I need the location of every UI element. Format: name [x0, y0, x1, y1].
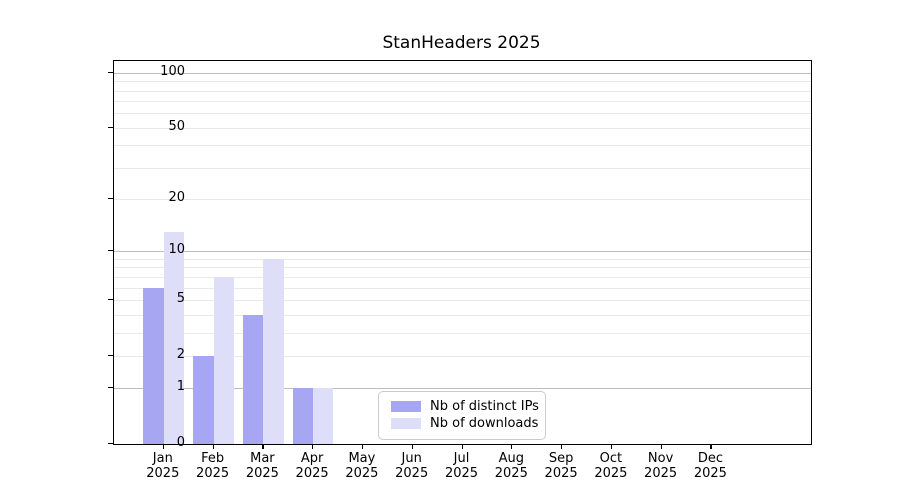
gridline-3 — [114, 332, 811, 334]
gridline-90 — [114, 81, 811, 83]
gridline-4 — [114, 314, 811, 316]
legend-entry-downloads: Nb of downloads — [391, 416, 539, 431]
xtick-mark-aug — [511, 444, 513, 449]
xtick-label-may: May 2025 — [345, 451, 379, 481]
ytick-label-5: 5 — [176, 290, 185, 306]
bar-mar-downloads — [263, 258, 284, 444]
xtick-label-jan: Jan 2025 — [146, 451, 180, 481]
legend-label-downloads: Nb of downloads — [430, 416, 539, 431]
ytick-label-50: 50 — [168, 118, 185, 134]
gridline-20 — [114, 199, 811, 201]
xtick-mark-feb — [212, 444, 214, 449]
legend-swatch-distinct-ips — [391, 401, 421, 412]
xtick-mark-may — [361, 444, 364, 449]
ytick-mark-5 — [108, 298, 113, 301]
bar-feb-downloads — [213, 276, 234, 444]
gridline-50 — [114, 127, 811, 129]
xtick-label-mar: Mar 2025 — [245, 451, 279, 481]
ytick-label-10: 10 — [168, 242, 185, 258]
bar-jan-distinct-ips — [143, 287, 164, 444]
xtick-mark-jun — [411, 444, 413, 449]
ytick-label-100: 100 — [160, 63, 185, 79]
xtick-label-aug: Aug 2025 — [494, 451, 528, 481]
xtick-mark-jul — [461, 444, 463, 449]
ytick-label-1: 1 — [176, 379, 185, 395]
ytick-mark-1 — [108, 387, 113, 389]
ytick-label-20: 20 — [168, 190, 185, 206]
xtick-mark-sep — [561, 444, 563, 449]
plot-area — [113, 60, 812, 445]
legend-entry-distinct-ips: Nb of distinct IPs — [391, 399, 539, 414]
gridline-70 — [114, 101, 811, 103]
gridline-60 — [114, 113, 811, 115]
gridline-6 — [114, 287, 811, 289]
gridline-30 — [114, 167, 811, 169]
bar-feb-distinct-ips — [193, 355, 214, 444]
gridline-7 — [114, 276, 811, 278]
ytick-mark-50 — [108, 126, 113, 128]
xtick-label-oct: Oct 2025 — [594, 451, 628, 481]
gridline-80 — [114, 90, 811, 92]
legend-label-distinct-ips: Nb of distinct IPs — [430, 399, 539, 414]
bar-apr-downloads — [313, 388, 334, 444]
xtick-mark-mar — [262, 444, 264, 449]
xtick-mark-dec — [710, 444, 712, 449]
ytick-label-2: 2 — [176, 346, 185, 362]
ytick-mark-100 — [108, 71, 113, 73]
legend: Nb of distinct IPs Nb of downloads — [378, 391, 546, 440]
gridline-1 — [114, 388, 811, 390]
ytick-mark-10 — [108, 250, 113, 252]
xtick-mark-oct — [610, 444, 613, 449]
ytick-mark-20 — [108, 198, 113, 200]
xtick-label-dec: Dec 2025 — [693, 451, 727, 481]
legend-swatch-downloads — [391, 418, 421, 429]
chart-title: StanHeaders 2025 — [382, 33, 541, 53]
bar-jan-downloads — [163, 231, 185, 444]
bar-mar-distinct-ips — [242, 314, 264, 444]
xtick-label-apr: Apr 2025 — [295, 451, 329, 481]
ytick-mark-2 — [108, 354, 113, 356]
xtick-label-sep: Sep 2025 — [544, 451, 578, 481]
xtick-label-feb: Feb 2025 — [196, 451, 230, 481]
gridline-8 — [114, 267, 811, 269]
gridline-100 — [114, 72, 811, 74]
gridline-2 — [114, 355, 811, 357]
xtick-label-jul: Jul 2025 — [444, 451, 479, 481]
xtick-mark-jan — [162, 444, 164, 449]
gridline-10 — [114, 251, 811, 253]
xtick-label-nov: Nov 2025 — [644, 451, 678, 481]
ytick-label-0: 0 — [176, 435, 185, 450]
xtick-label-jun: Jun 2025 — [395, 451, 429, 481]
xtick-mark-apr — [312, 444, 314, 449]
gridline-5 — [114, 299, 811, 301]
gridline-9 — [114, 258, 811, 260]
ytick-mark-0 — [108, 443, 113, 445]
gridline-40 — [114, 145, 811, 147]
xtick-mark-nov — [660, 444, 662, 449]
bar-apr-distinct-ips — [292, 388, 314, 444]
